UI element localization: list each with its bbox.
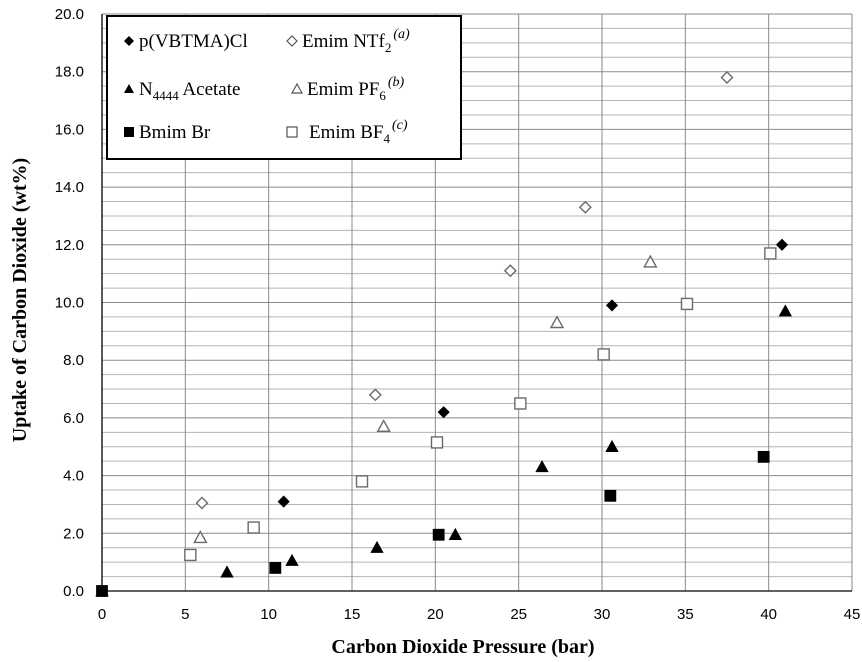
legend-subscript-6: 6	[379, 88, 386, 103]
x-tick-labels: 0 5 10 15 20 25 30 35 40 45	[98, 606, 861, 623]
legend: p(VBTMA)Cl Emim NTf2(a) N4444 Acetate Em…	[106, 15, 462, 160]
data-point-open-square	[764, 247, 777, 260]
x-tick-label: 15	[344, 606, 361, 623]
legend-subscript-4444: 4444	[153, 88, 180, 103]
x-tick-label: 10	[260, 606, 277, 623]
legend-item-emim-pf6: Emim PF6(b)	[290, 75, 404, 103]
data-point-filled-triangle	[778, 304, 793, 317]
y-tick-label: 14.0	[55, 179, 84, 196]
legend-marker-open-square	[286, 126, 298, 138]
y-tick-label: 2.0	[63, 525, 84, 542]
x-axis-title: Carbon Dioxide Pressure (bar)	[331, 636, 594, 658]
data-point-open-diamond	[368, 388, 382, 402]
data-point-open-diamond	[195, 496, 209, 510]
y-tick-label: 20.0	[55, 6, 84, 23]
data-points	[95, 70, 793, 598]
data-point-open-triangle	[643, 254, 658, 268]
legend-label-pvbtmacl: p(VBTMA)Cl	[139, 31, 248, 52]
data-point-open-diamond	[503, 264, 517, 278]
legend-item-n4444-acetate: N4444 Acetate	[124, 79, 240, 103]
x-tick-label: 45	[844, 606, 861, 623]
data-point-filled-square	[269, 562, 282, 574]
legend-marker-open-diamond	[286, 35, 298, 47]
data-point-open-square	[680, 297, 694, 311]
data-point-open-square	[430, 436, 444, 449]
legend-label-n4444: N	[139, 79, 153, 100]
y-tick-label: 8.0	[63, 352, 84, 369]
legend-label-emim-bf4: Emim BF	[309, 122, 383, 143]
legend-marker-filled-triangle	[124, 84, 134, 93]
y-tick-label: 6.0	[63, 410, 84, 427]
x-tick-label: 35	[677, 606, 694, 623]
y-tick-label: 10.0	[55, 295, 84, 312]
data-point-filled-triangle	[285, 553, 299, 566]
x-tick-label: 5	[181, 606, 189, 623]
data-point-open-square	[355, 475, 369, 488]
legend-item-bmim-br: Bmim Br	[124, 122, 211, 143]
data-point-filled-square	[432, 528, 445, 541]
data-point-filled-square	[96, 585, 108, 597]
data-point-open-square	[184, 548, 197, 562]
data-point-open-triangle	[376, 419, 391, 433]
data-point-open-diamond	[578, 200, 592, 214]
y-tick-label: 4.0	[63, 468, 84, 485]
y-axis-title: Uptake of Carbon Dioxide (wt%)	[9, 158, 31, 442]
x-tick-label: 25	[510, 606, 527, 623]
legend-superscript-a: (a)	[393, 27, 410, 42]
x-tick-label: 30	[594, 606, 611, 623]
data-point-filled-triangle	[370, 540, 384, 553]
data-point-filled-triangle	[605, 439, 619, 452]
legend-superscript-c: (c)	[392, 118, 408, 133]
y-tick-label: 0.0	[63, 583, 84, 600]
data-point-open-square	[597, 348, 610, 361]
legend-box	[106, 15, 462, 160]
y-tick-label: 18.0	[55, 64, 84, 81]
legend-label-acetate: Acetate	[179, 79, 241, 100]
legend-subscript-4: 4	[383, 131, 390, 146]
svg-text:Emim NTf2(a): Emim NTf2(a)	[302, 27, 410, 55]
data-point-filled-diamond	[277, 495, 290, 508]
legend-label-emim-pf6: Emim PF	[307, 79, 379, 100]
data-point-open-triangle	[549, 315, 565, 329]
legend-marker-filled-square	[124, 127, 134, 137]
data-point-filled-triangle	[448, 527, 463, 540]
data-point-filled-square	[604, 489, 617, 502]
data-point-filled-square	[757, 450, 770, 463]
legend-label-emim-ntf2: Emim NTf	[302, 31, 386, 52]
y-tick-label: 16.0	[55, 121, 84, 138]
data-point-filled-diamond	[605, 299, 619, 312]
legend-superscript-b: (b)	[388, 75, 405, 90]
axes	[101, 14, 852, 592]
legend-marker-filled-diamond	[124, 36, 134, 46]
y-tick-label: 12.0	[55, 237, 84, 254]
data-point-filled-triangle	[535, 460, 549, 473]
data-point-open-square	[247, 521, 260, 534]
data-point-open-triangle	[193, 530, 208, 544]
x-tick-label: 40	[760, 606, 777, 623]
legend-label-bmim-br: Bmim Br	[139, 122, 211, 143]
data-point-open-square	[514, 397, 527, 410]
x-tick-label: 20	[427, 606, 444, 623]
legend-item-emim-ntf2: Emim NTf2(a)	[286, 27, 410, 55]
legend-item-emim-bf4: Emim BF4(c)	[286, 118, 408, 146]
data-point-filled-diamond	[437, 406, 450, 419]
x-tick-label: 0	[98, 606, 106, 623]
legend-marker-open-triangle	[290, 82, 304, 94]
data-point-filled-diamond	[775, 238, 789, 251]
legend-subscript-2: 2	[385, 40, 392, 55]
svg-text:N4444 Acetate: N4444 Acetate	[139, 79, 240, 103]
data-point-filled-triangle	[220, 565, 234, 578]
y-tick-labels: 0.0 2.0 4.0 6.0 8.0 10.0 12.0 14.0 16.0 18.0 20.0	[55, 6, 84, 600]
svg-text:Emim BF4(c): Emim BF4(c)	[309, 118, 408, 146]
svg-text:Emim PF6(b): Emim PF6(b)	[307, 75, 404, 103]
data-point-open-diamond	[720, 70, 734, 84]
legend-item-pvbtmacl: p(VBTMA)Cl	[124, 31, 248, 52]
